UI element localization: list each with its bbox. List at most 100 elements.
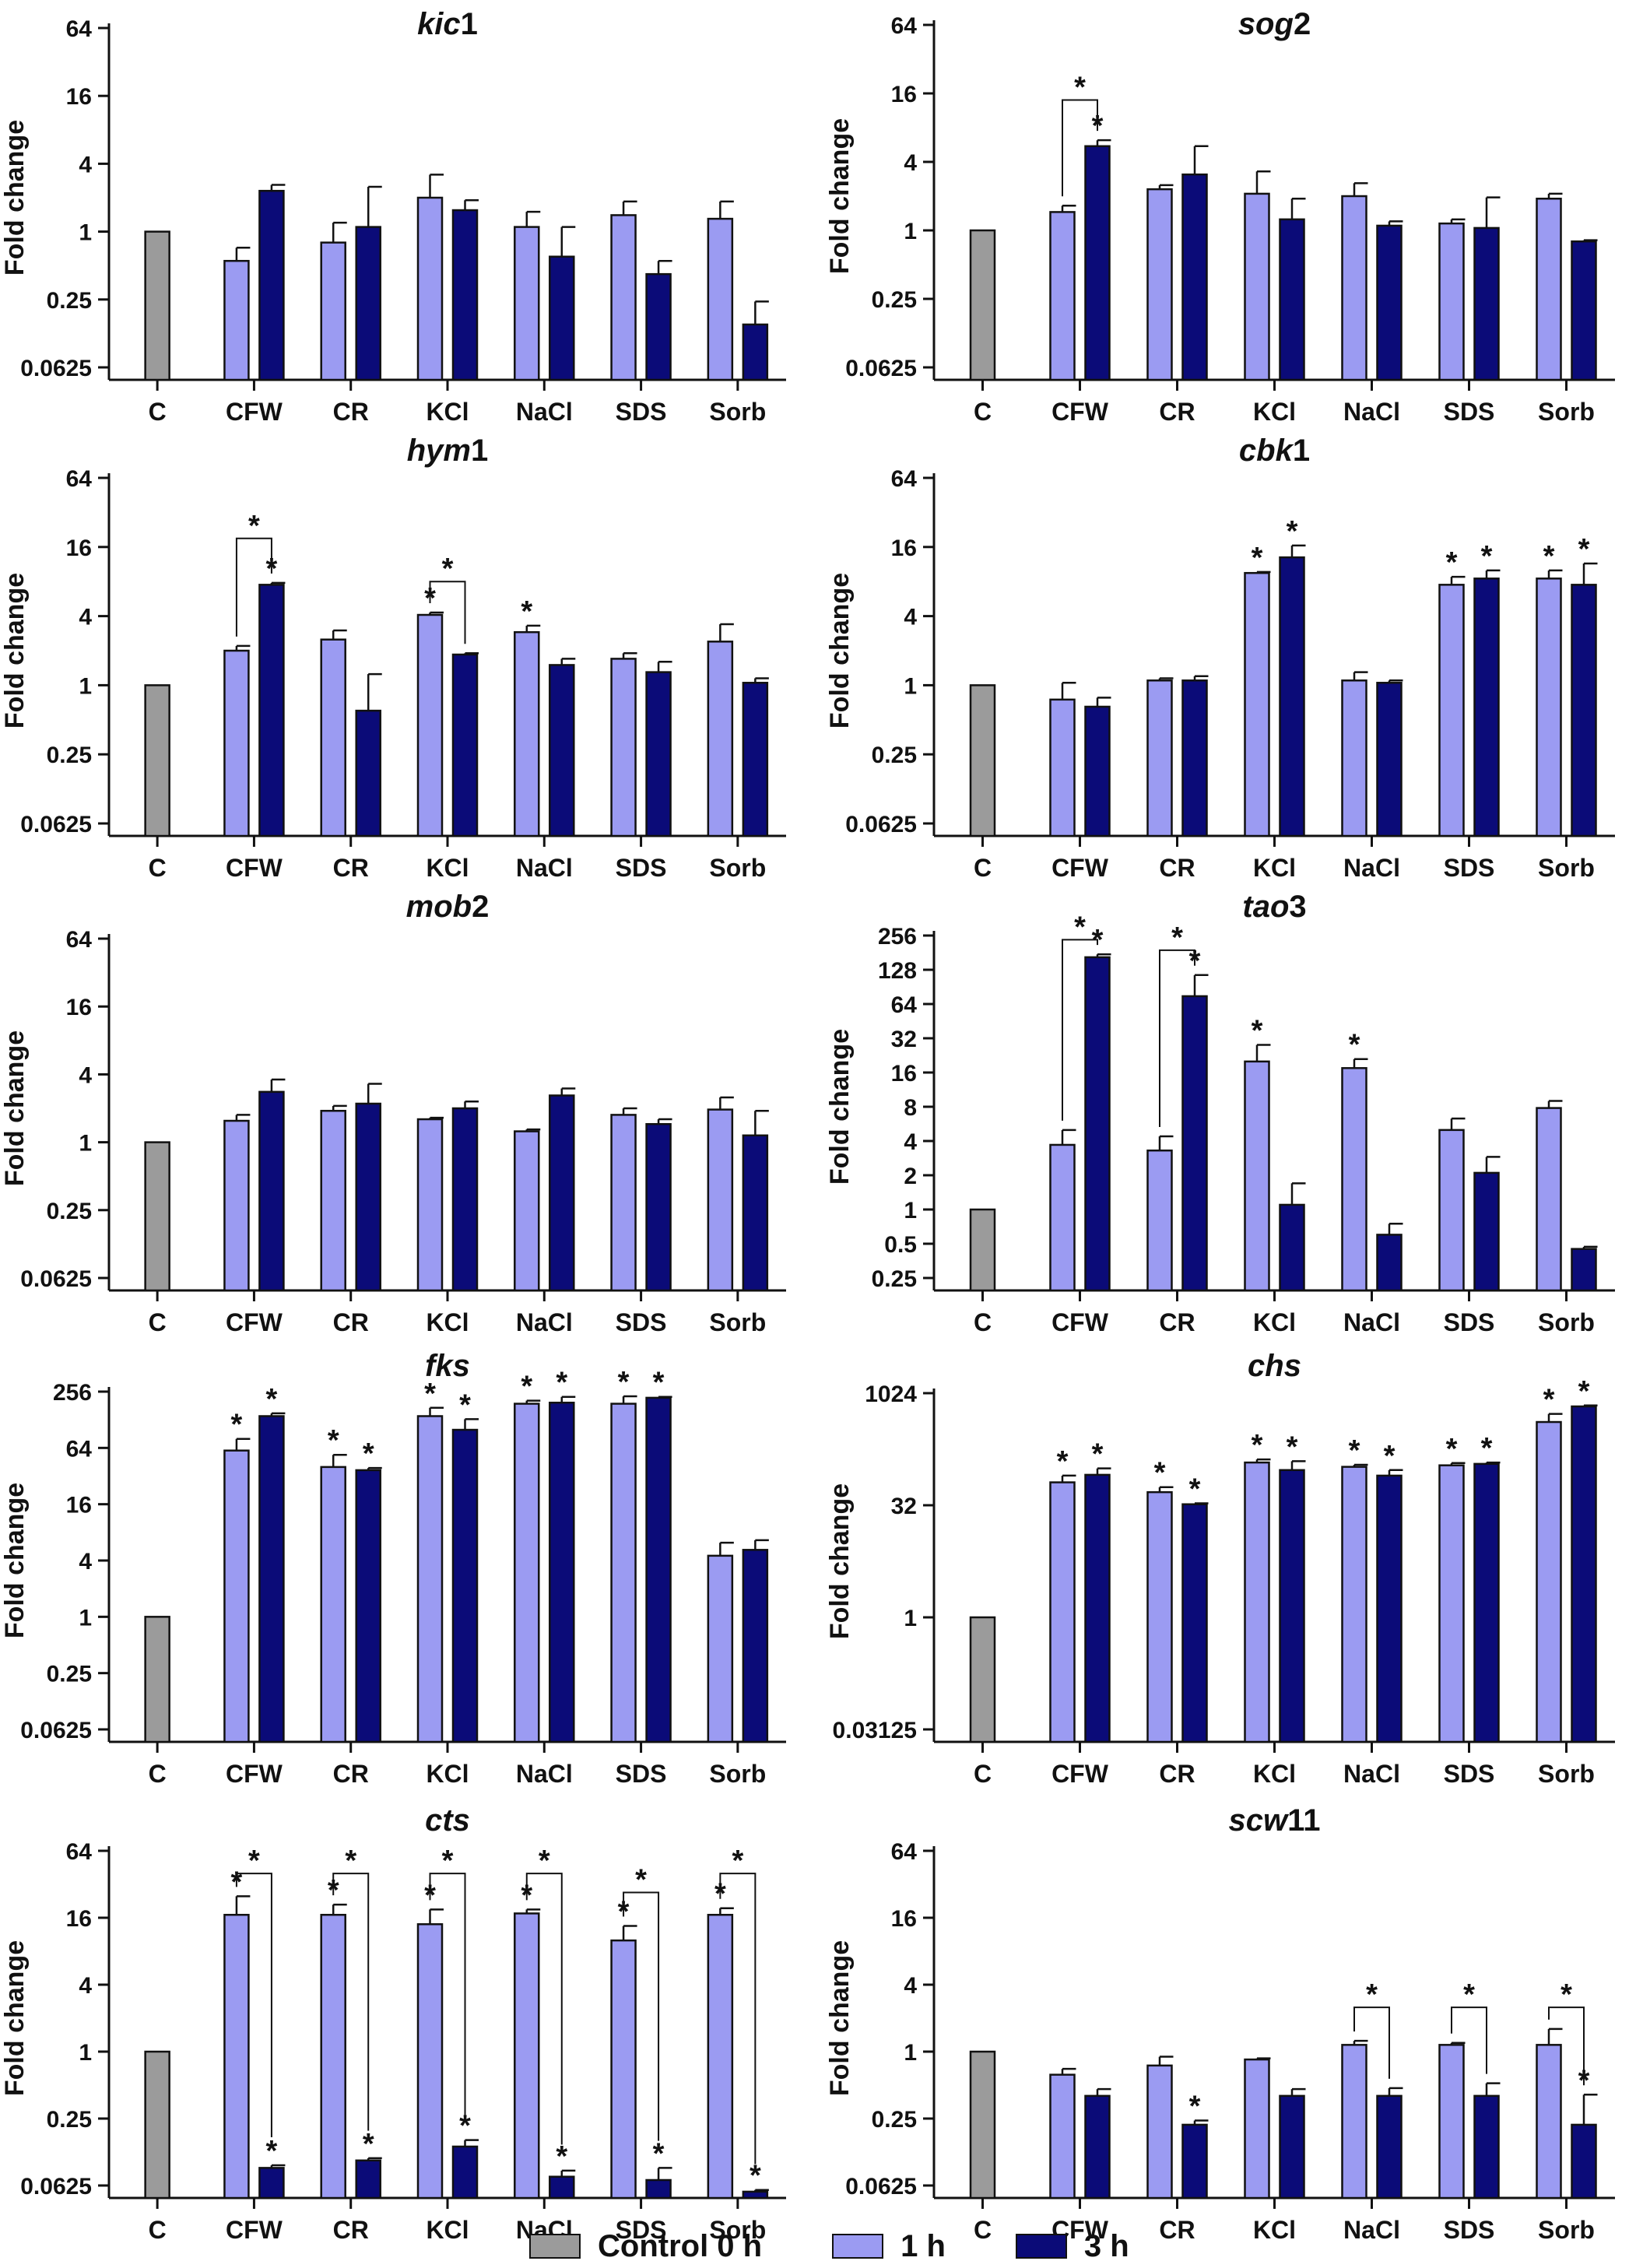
y-tick-label: 1 — [904, 673, 917, 699]
bar-1h — [1438, 1464, 1465, 1743]
y-tick-label: 0.25 — [872, 1266, 917, 1292]
y-axis-label: Fold change — [0, 1483, 30, 1638]
x-tick-label: C — [974, 398, 992, 426]
chart-title: mob2 — [406, 890, 490, 924]
x-tick-label: NaCl — [1343, 398, 1400, 426]
x-tick-label: KCl — [1253, 854, 1296, 882]
y-tick-label: 1 — [79, 1605, 92, 1631]
significance-star: * — [1092, 1438, 1104, 1471]
y-tick-label: 4 — [79, 1973, 92, 1999]
y-axis-label: Fold change — [0, 1940, 30, 2096]
bar-3h — [355, 2159, 381, 2200]
bar-1h — [1049, 211, 1076, 381]
chart-title: fks — [425, 1349, 470, 1383]
significance-star: * — [328, 1424, 339, 1457]
bar-3h — [1181, 1503, 1208, 1743]
bar-1h — [707, 1554, 734, 1743]
x-tick-label: NaCl — [516, 1308, 573, 1336]
y-tick-label: 64 — [66, 1839, 93, 1865]
y-tick-label: 16 — [891, 1906, 917, 1932]
chart-title: kic1 — [417, 7, 478, 41]
legend-swatch-1h — [832, 2234, 884, 2259]
comparison-bracket — [1451, 2006, 1487, 2074]
y-tick-label: 4 — [79, 1549, 92, 1575]
significance-star: * — [1189, 1473, 1201, 1505]
x-tick-label: Sorb — [1538, 398, 1595, 426]
y-tick-label: 2 — [904, 1164, 917, 1189]
x-tick-label: NaCl — [516, 854, 573, 882]
x-tick-label: KCl — [1253, 1760, 1296, 1788]
chart-title: scw11 — [1229, 1803, 1321, 1838]
bar-3h — [1181, 2123, 1208, 2200]
bar-1h — [514, 1912, 540, 2200]
bar-1h — [1438, 2044, 1465, 2200]
significance-star: * — [363, 2128, 374, 2161]
y-tick-label: 0.0625 — [845, 812, 917, 837]
y-tick-label: 0.5 — [884, 1232, 917, 1258]
x-tick-label: C — [149, 1760, 167, 1788]
bar-1h — [223, 1119, 250, 1292]
significance-star: * — [653, 1367, 665, 1399]
significance-star: * — [459, 2110, 471, 2143]
bar-3h — [742, 1549, 769, 1743]
bar-3h — [1376, 1234, 1403, 1292]
chart-panel-hym1: hym1 Fold change 64 16 4 1 0.25 0.0625 C CFW CR KCl… — [0, 434, 786, 882]
y-tick-label: 1 — [79, 2040, 92, 2066]
x-tick-label: CR — [333, 1308, 369, 1336]
x-tick-label: SDS — [1444, 2216, 1495, 2244]
x-tick-label: CFW — [226, 2216, 283, 2244]
x-tick-label: KCl — [426, 1760, 469, 1788]
significance-star: * — [231, 1409, 243, 1441]
x-tick-label: NaCl — [516, 398, 573, 426]
y-tick-label: 16 — [66, 1493, 92, 1518]
bar-1h — [320, 1109, 346, 1292]
comparison-bracket — [1062, 939, 1098, 1121]
x-tick-label: Sorb — [709, 398, 766, 426]
bar-3h — [1376, 1474, 1403, 1743]
significance-star: * — [1446, 546, 1458, 579]
significance-star: * — [1252, 1014, 1263, 1047]
bar-1h — [1049, 1143, 1076, 1292]
bar-1h — [1146, 1490, 1173, 1743]
y-axis-label: Fold change — [825, 1483, 855, 1639]
y-tick-label: 0.0625 — [20, 1266, 92, 1292]
y-tick-label: 1 — [904, 219, 917, 244]
y-tick-label: 64 — [891, 466, 918, 492]
bar-3h — [451, 2145, 479, 2200]
y-tick-label: 64 — [66, 466, 93, 492]
bar-1h — [1146, 1149, 1173, 1292]
significance-star: * — [1287, 1431, 1298, 1463]
y-tick-label: 0.25 — [47, 1199, 92, 1224]
x-tick-label: Sorb — [1538, 1308, 1595, 1336]
bar-1h — [1341, 2044, 1367, 2200]
x-tick-label: KCl — [426, 398, 469, 426]
significance-star: * — [424, 1378, 436, 1410]
y-axis-label: Fold change — [0, 573, 30, 728]
x-tick-label: C — [149, 398, 167, 426]
bracket-star: * — [442, 1845, 454, 1877]
bar-1h — [1536, 1420, 1562, 1743]
comparison-bracket — [1159, 949, 1195, 1127]
comparison-bracket — [525, 1873, 563, 2145]
bar-3h — [1084, 705, 1111, 837]
chart-panel-mob2: mob2 Fold change 64 16 4 1 0.25 0.0625 C CFW CR KCl… — [0, 890, 786, 1336]
y-tick-label: 16 — [66, 84, 92, 110]
y-tick-label: 16 — [891, 535, 917, 561]
chart-panel-tao3: tao3 Fold change 256 128 64 32 16 8 4 2 1 0.5 0.25 C C… — [825, 890, 1615, 1336]
significance-star: * — [750, 2160, 761, 2193]
x-tick-label: C — [974, 2216, 992, 2244]
bar-3h — [258, 1090, 285, 1292]
comparison-bracket — [429, 1873, 466, 2115]
bar-1h — [514, 1403, 540, 1743]
bar-3h — [742, 323, 769, 381]
x-tick-label: CFW — [1051, 1308, 1109, 1336]
bar-1h — [1536, 1107, 1562, 1292]
x-tick-label: CFW — [226, 1760, 283, 1788]
significance-star: * — [1446, 1433, 1458, 1466]
y-tick-label: 0.0625 — [20, 812, 92, 837]
significance-star: * — [1154, 1457, 1166, 1490]
bracket-star: * — [732, 1845, 743, 1877]
bar-3h — [549, 1094, 575, 1292]
bar-1h — [1536, 2044, 1562, 2200]
significance-star: * — [1481, 540, 1493, 573]
